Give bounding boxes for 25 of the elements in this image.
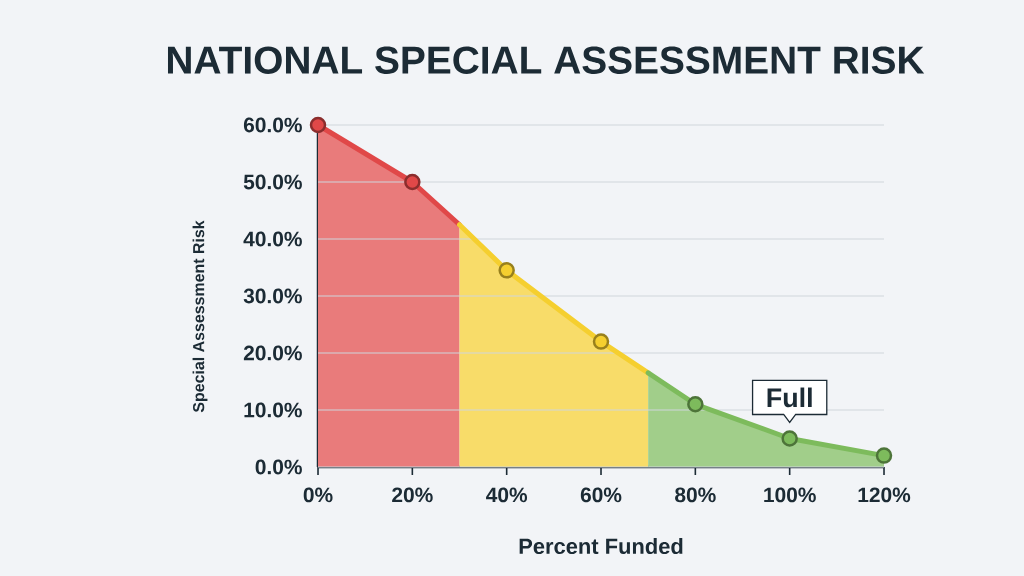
chart-title: NATIONAL SPECIAL ASSESSMENT RISK [167, 46, 925, 74]
y-tick-label: 40.0% [243, 231, 302, 247]
y-tick-label: 20.0% [243, 345, 302, 361]
y-tick-label: 60.0% [243, 117, 302, 133]
x-tick-label: 80% [675, 487, 716, 503]
x-tick-label: 0% [303, 487, 333, 503]
x-tick-label: 20% [392, 487, 433, 503]
annotation: Full [767, 387, 812, 408]
point [592, 333, 610, 350]
x-axis-title: Percent Funded [519, 537, 683, 555]
point [498, 262, 515, 279]
y-tick-label: 0.0% [255, 459, 302, 475]
point [404, 173, 421, 191]
x-tick-label: 40% [486, 487, 528, 503]
y-tick-label: 10.0% [244, 402, 302, 418]
y-tick-label: 30.0% [243, 288, 302, 304]
y-axis-title: Special Assessment Risk [192, 220, 208, 413]
x-tick-label: 100% [764, 487, 816, 503]
point [309, 116, 327, 134]
x-tick-label: 60% [580, 487, 622, 503]
y-tick-label: 50.0% [243, 174, 302, 190]
point [875, 447, 893, 464]
x-tick-label: 120% [858, 487, 911, 503]
point [781, 430, 798, 447]
point [687, 396, 704, 413]
